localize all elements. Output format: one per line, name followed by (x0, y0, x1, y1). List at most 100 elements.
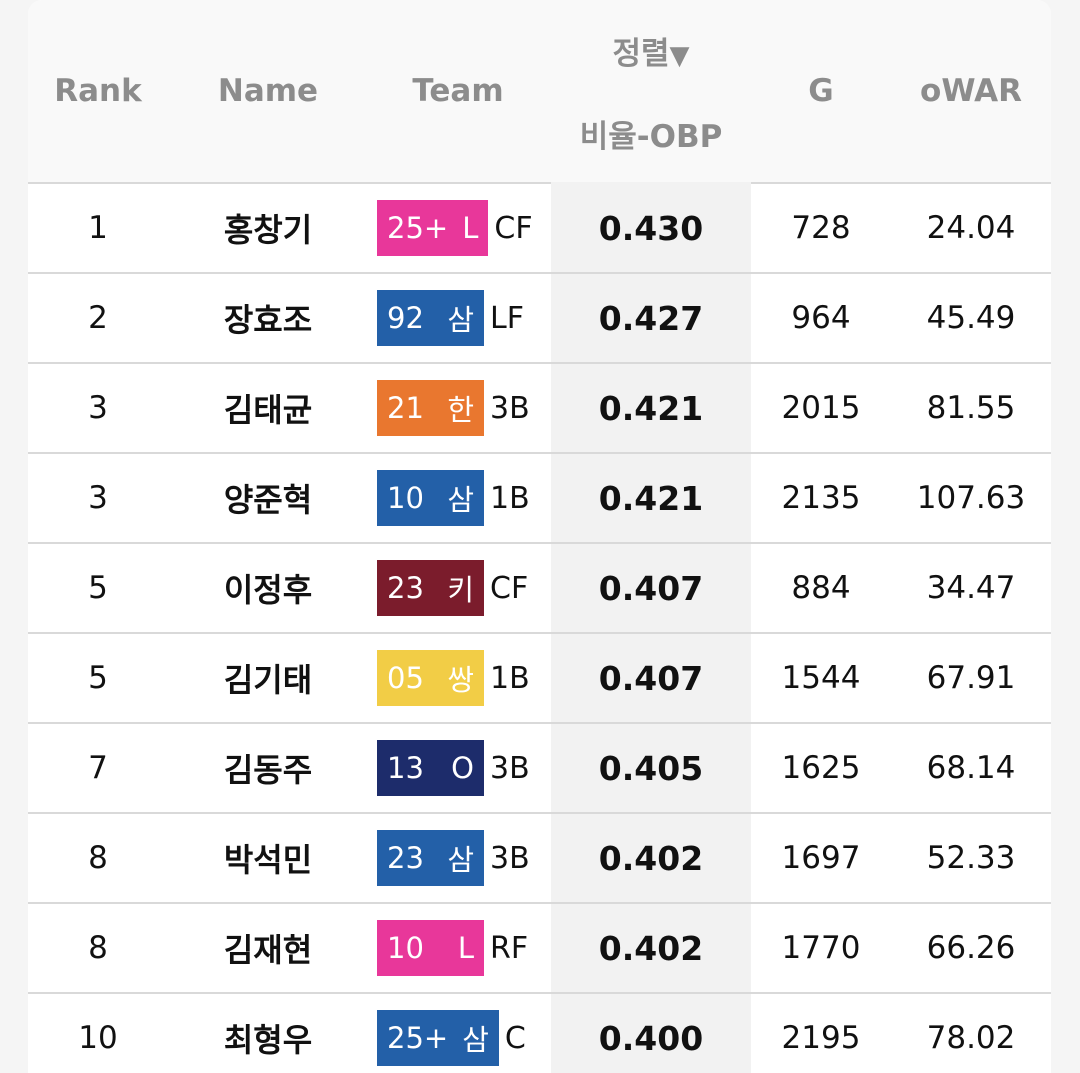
season-year: 23 (387, 841, 424, 875)
position: CF (494, 210, 533, 246)
team-cell: 10 삼 1B (368, 454, 548, 542)
team-cell: 21 한 3B (368, 364, 548, 452)
obp-value: 0.407 (551, 544, 751, 632)
owar-value: 67.91 (926, 660, 1016, 696)
rank-cell: 10 (78, 1020, 118, 1056)
table-row[interactable]: 5 김기태 05 쌍 1B 0.407 1544 67.91 (28, 634, 1051, 724)
player-name[interactable]: 최형우 (223, 1021, 313, 1059)
season-year: 25+ (387, 211, 449, 245)
position: RF (490, 930, 529, 966)
header-name[interactable]: Name (217, 73, 319, 109)
season-year: 05 (387, 661, 424, 695)
obp-value: 0.402 (551, 814, 751, 902)
team-abbr: 삼 (462, 1023, 489, 1057)
rank-cell: 8 (88, 840, 108, 876)
position: 3B (490, 390, 530, 426)
rank-cell: 3 (88, 390, 108, 426)
rank-cell: 5 (88, 660, 108, 696)
team-badge: 25+ 삼 (377, 1010, 499, 1066)
table-row[interactable]: 3 김태균 21 한 3B 0.421 2015 81.55 (28, 364, 1051, 454)
obp-value: 0.405 (551, 724, 751, 812)
season-year: 25+ (387, 1021, 449, 1055)
team-badge: 13 O (377, 740, 484, 796)
team-abbr: 삼 (447, 303, 474, 337)
header-obp-label: 비율-OBP (579, 119, 723, 155)
team-badge: 25+ L (377, 200, 489, 256)
games-value: 2195 (781, 1020, 861, 1056)
header-rank[interactable]: Rank (54, 73, 142, 109)
sort-label: 정렬 (612, 36, 670, 72)
position: 3B (490, 840, 530, 876)
team-abbr: 삼 (447, 843, 474, 877)
position: C (504, 1020, 526, 1056)
obp-value: 0.402 (551, 904, 751, 992)
table-row[interactable]: 7 김동주 13 O 3B 0.405 1625 68.14 (28, 724, 1051, 814)
position: CF (490, 570, 529, 606)
sort-toggle[interactable]: 정렬▼ (612, 28, 689, 73)
header-g[interactable]: G (808, 73, 834, 109)
team-cell: 10 L RF (368, 904, 548, 992)
player-name[interactable]: 양준혁 (223, 481, 313, 519)
owar-value: 78.02 (926, 1020, 1016, 1056)
table-row[interactable]: 8 박석민 23 삼 3B 0.402 1697 52.33 (28, 814, 1051, 904)
games-value: 2015 (781, 390, 861, 426)
owar-value: 68.14 (926, 750, 1016, 786)
obp-value: 0.400 (551, 994, 751, 1073)
obp-value: 0.421 (551, 364, 751, 452)
team-badge: 23 키 (377, 560, 484, 616)
owar-value: 107.63 (916, 480, 1026, 516)
team-cell: 13 O 3B (368, 724, 548, 812)
games-value: 1697 (781, 840, 861, 876)
games-value: 2135 (781, 480, 861, 516)
team-cell: 25+ 삼 C (368, 994, 548, 1073)
player-name[interactable]: 김재현 (223, 931, 313, 969)
player-name[interactable]: 홍창기 (223, 211, 313, 249)
table-row[interactable]: 8 김재현 10 L RF 0.402 1770 66.26 (28, 904, 1051, 994)
header-owar[interactable]: oWAR (920, 73, 1022, 109)
header-obp-sort[interactable]: 정렬▼ 비율-OBP (551, 0, 751, 182)
rank-cell: 5 (88, 570, 108, 606)
table-body: 1 홍창기 25+ L CF 0.430 728 24.04 2 장효조 92 삼 LF 0.427 964… (28, 184, 1051, 1073)
header-team[interactable]: Team (412, 73, 504, 109)
table-row[interactable]: 2 장효조 92 삼 LF 0.427 964 45.49 (28, 274, 1051, 364)
team-abbr: 쌍 (447, 663, 474, 697)
position: 3B (490, 750, 530, 786)
position: LF (490, 300, 524, 336)
team-cell: 23 키 CF (368, 544, 548, 632)
games-value: 1625 (781, 750, 861, 786)
table-header: Rank Name Team 정렬▼ 비율-OBP G oWAR (28, 0, 1051, 184)
obp-value: 0.427 (551, 274, 751, 362)
season-year: 13 (387, 751, 424, 785)
table-row[interactable]: 1 홍창기 25+ L CF 0.430 728 24.04 (28, 184, 1051, 274)
games-value: 728 (791, 210, 851, 246)
team-cell: 25+ L CF (368, 184, 548, 272)
games-value: 1544 (781, 660, 861, 696)
season-year: 21 (387, 391, 424, 425)
obp-value: 0.421 (551, 454, 751, 542)
table-row[interactable]: 10 최형우 25+ 삼 C 0.400 2195 78.02 (28, 994, 1051, 1073)
player-name[interactable]: 김기태 (223, 661, 313, 699)
team-badge: 92 삼 (377, 290, 484, 346)
table-row[interactable]: 5 이정후 23 키 CF 0.407 884 34.47 (28, 544, 1051, 634)
team-abbr: O (451, 751, 474, 785)
player-name[interactable]: 박석민 (223, 841, 313, 879)
player-name[interactable]: 장효조 (223, 301, 313, 339)
sort-desc-icon: ▼ (669, 41, 690, 71)
rank-cell: 3 (88, 480, 108, 516)
team-abbr: 삼 (447, 483, 474, 517)
rank-cell: 7 (88, 750, 108, 786)
leaderboard-table: Rank Name Team 정렬▼ 비율-OBP G oWAR 1 홍창기 25+… (28, 0, 1051, 1073)
team-abbr: L (457, 931, 474, 965)
season-year: 10 (387, 931, 424, 965)
position: 1B (490, 660, 530, 696)
team-badge: 10 삼 (377, 470, 484, 526)
team-cell: 92 삼 LF (368, 274, 548, 362)
season-year: 92 (387, 301, 424, 335)
team-abbr: 키 (447, 573, 474, 607)
player-name[interactable]: 김태균 (223, 391, 313, 429)
player-name[interactable]: 이정후 (223, 571, 313, 609)
team-cell: 05 쌍 1B (368, 634, 548, 722)
owar-value: 66.26 (926, 930, 1016, 966)
player-name[interactable]: 김동주 (223, 751, 313, 789)
table-row[interactable]: 3 양준혁 10 삼 1B 0.421 2135 107.63 (28, 454, 1051, 544)
